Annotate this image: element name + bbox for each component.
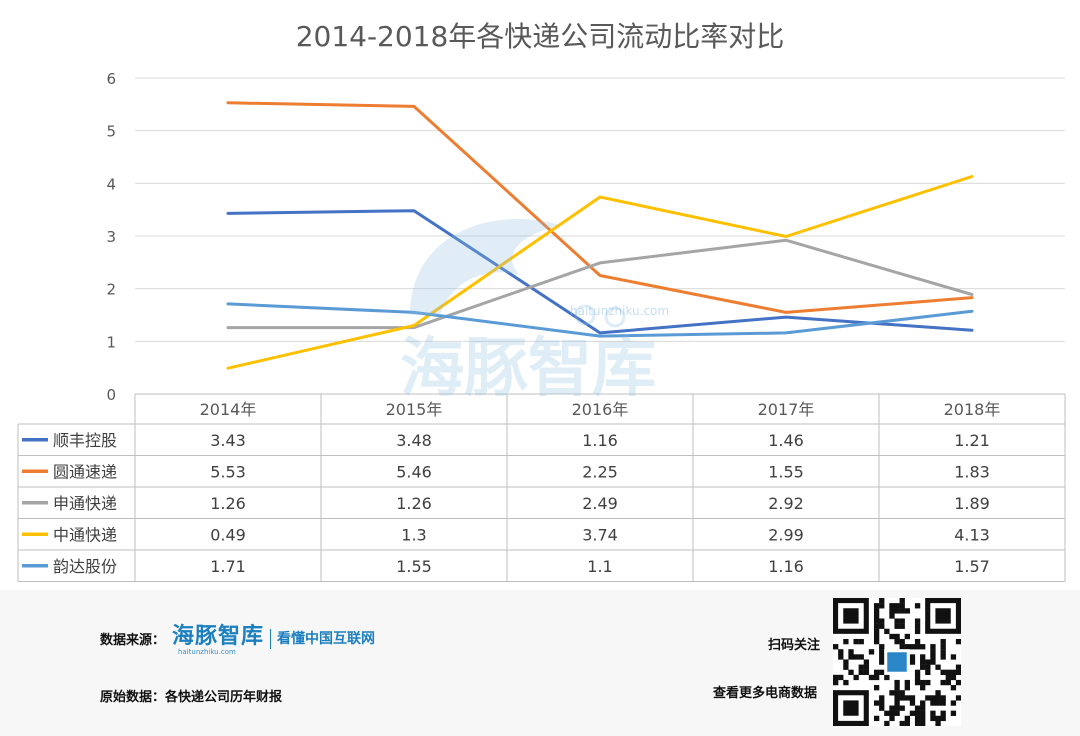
data-label: 2.99 [768, 525, 804, 544]
data-label: 2.25 [582, 462, 618, 481]
legend-label: 韵达股份 [53, 557, 117, 576]
y-tick-label: 1 [106, 333, 116, 351]
y-tick-label: 6 [106, 70, 116, 88]
data-label: 1.83 [954, 462, 990, 481]
data-label: 1.1 [587, 557, 612, 576]
data-label: 1.26 [396, 494, 432, 513]
y-tick-label: 0 [106, 386, 116, 404]
data-label: 1.71 [210, 557, 246, 576]
brand-slogan: 看懂中国互联网 [277, 631, 376, 647]
data-label: 3.48 [396, 431, 432, 450]
brand-logo: 海豚智库 看懂中国互联网 haitunzhiku.com [172, 618, 375, 660]
scan-label: 扫码关注 [768, 638, 821, 653]
brand-name: 海豚智库 [172, 624, 265, 649]
legend-label: 顺丰控股 [53, 431, 117, 450]
data-label: 1.3 [401, 525, 426, 544]
raw-data-label: 原始数据：各快递公司历年财报 [100, 690, 283, 705]
data-label: 3.43 [210, 431, 246, 450]
x-tick-label: 2015年 [386, 400, 443, 419]
y-tick-label: 4 [106, 175, 116, 193]
series-line [226, 209, 974, 335]
data-label: 1.55 [768, 462, 804, 481]
data-label: 2.92 [768, 494, 804, 513]
x-tick-label: 2016年 [572, 400, 629, 419]
qr-code-icon[interactable] [833, 598, 962, 727]
data-label: 1.89 [954, 494, 990, 513]
data-label: 5.53 [210, 462, 246, 481]
data-label: 3.74 [582, 525, 618, 544]
data-label: 5.46 [396, 462, 432, 481]
data-label: 2.49 [582, 494, 618, 513]
y-tick-label: 3 [106, 228, 116, 246]
series-line [226, 101, 974, 314]
data-label: 1.46 [768, 431, 804, 450]
data-label: 1.57 [954, 557, 990, 576]
data-label: 0.49 [210, 525, 246, 544]
line-chart: 2014-2018年各快递公司流动比率对比 0 1 2 3 4 5 6 2014年 2015年 20… [17, 20, 1066, 582]
brand-separator [270, 628, 272, 649]
legend-label: 圆通速递 [53, 462, 117, 481]
x-tick-label: 2014年 [200, 400, 257, 419]
data-label: 1.26 [210, 494, 246, 513]
x-tick-label: 2018年 [944, 400, 1001, 419]
brand-url: haitunzhiku.com [178, 648, 236, 656]
chart-area: 2014-2018年各快递公司流动比率对比 0 1 2 3 4 5 6 2014年 2015年 20… [17, 20, 1066, 582]
legend-label: 中通快递 [53, 525, 117, 544]
data-label: 1.21 [954, 431, 990, 450]
data-label: 1.16 [582, 431, 618, 450]
x-tick-label: 2017年 [758, 400, 815, 419]
y-tick-label: 5 [106, 123, 116, 141]
data-label: 1.16 [768, 557, 804, 576]
source-label: 数据来源： [100, 633, 166, 648]
series-line [226, 238, 974, 330]
chart-title: 2014-2018年各快递公司流动比率对比 [296, 20, 785, 53]
series-line [226, 175, 974, 370]
y-tick-label: 2 [106, 281, 116, 299]
more-data-label: 查看更多电商数据 [713, 686, 818, 701]
data-label: 4.13 [954, 525, 990, 544]
series-line [226, 302, 974, 338]
legend-label: 申通快递 [53, 494, 117, 513]
data-label: 1.55 [396, 557, 432, 576]
